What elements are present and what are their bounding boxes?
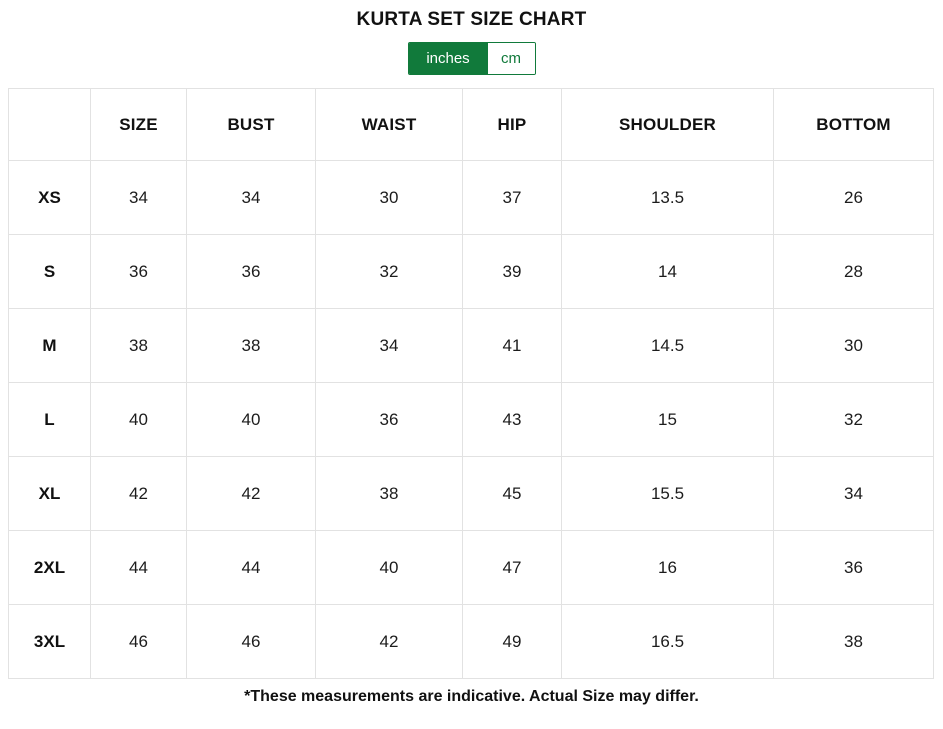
table-header-row: SIZE BUST WAIST HIP SHOULDER BOTTOM xyxy=(8,88,934,161)
cell-bottom: 26 xyxy=(773,160,934,235)
cell-hip: 47 xyxy=(462,530,562,605)
row-label: 3XL xyxy=(8,604,91,679)
cell-shoulder: 16 xyxy=(561,530,774,605)
cell-waist: 36 xyxy=(315,382,463,457)
table-row-m: M 38 38 34 41 14.5 30 xyxy=(8,308,934,383)
cell-waist: 40 xyxy=(315,530,463,605)
cell-bottom: 38 xyxy=(773,604,934,679)
column-header-bust: BUST xyxy=(186,88,316,161)
cell-hip: 41 xyxy=(462,308,562,383)
cell-bottom: 34 xyxy=(773,456,934,531)
row-label: XL xyxy=(8,456,91,531)
cell-shoulder: 15.5 xyxy=(561,456,774,531)
column-header-hip: HIP xyxy=(462,88,562,161)
column-header-blank xyxy=(8,88,91,161)
cell-shoulder: 14 xyxy=(561,234,774,309)
cell-bust: 46 xyxy=(186,604,316,679)
cell-bottom: 32 xyxy=(773,382,934,457)
row-label: L xyxy=(8,382,91,457)
size-chart-page: KURTA SET SIZE CHART inches cm SIZE BUST… xyxy=(0,9,943,729)
cell-size: 36 xyxy=(90,234,187,309)
column-header-shoulder: SHOULDER xyxy=(561,88,774,161)
column-header-bottom: BOTTOM xyxy=(773,88,934,161)
cell-shoulder: 13.5 xyxy=(561,160,774,235)
row-label: 2XL xyxy=(8,530,91,605)
table-row-xs: XS 34 34 30 37 13.5 26 xyxy=(8,160,934,235)
column-header-size: SIZE xyxy=(90,88,187,161)
cell-shoulder: 15 xyxy=(561,382,774,457)
cell-bottom: 36 xyxy=(773,530,934,605)
cell-bust: 42 xyxy=(186,456,316,531)
cell-waist: 34 xyxy=(315,308,463,383)
cell-bust: 40 xyxy=(186,382,316,457)
row-label: S xyxy=(8,234,91,309)
unit-toggle-inches-button[interactable]: inches xyxy=(408,43,488,74)
unit-toggle: inches cm xyxy=(407,42,536,75)
cell-bust: 44 xyxy=(186,530,316,605)
cell-size: 40 xyxy=(90,382,187,457)
page-title: KURTA SET SIZE CHART xyxy=(356,9,587,30)
cell-hip: 39 xyxy=(462,234,562,309)
table-row-2xl: 2XL 44 44 40 47 16 36 xyxy=(8,530,934,605)
cell-waist: 30 xyxy=(315,160,463,235)
table-row-xl: XL 42 42 38 45 15.5 34 xyxy=(8,456,934,531)
cell-hip: 37 xyxy=(462,160,562,235)
size-chart-table: SIZE BUST WAIST HIP SHOULDER BOTTOM XS 3… xyxy=(8,88,934,679)
cell-size: 46 xyxy=(90,604,187,679)
cell-bust: 38 xyxy=(186,308,316,383)
row-label: M xyxy=(8,308,91,383)
table-row-3xl: 3XL 46 46 42 49 16.5 38 xyxy=(8,604,934,679)
column-header-waist: WAIST xyxy=(315,88,463,161)
cell-size: 34 xyxy=(90,160,187,235)
row-label: XS xyxy=(8,160,91,235)
cell-size: 42 xyxy=(90,456,187,531)
cell-hip: 45 xyxy=(462,456,562,531)
unit-toggle-cm-button[interactable]: cm xyxy=(487,43,535,74)
table-row-l: L 40 40 36 43 15 32 xyxy=(8,382,934,457)
cell-shoulder: 14.5 xyxy=(561,308,774,383)
cell-bottom: 30 xyxy=(773,308,934,383)
cell-size: 38 xyxy=(90,308,187,383)
cell-bust: 34 xyxy=(186,160,316,235)
cell-waist: 32 xyxy=(315,234,463,309)
cell-waist: 42 xyxy=(315,604,463,679)
cell-size: 44 xyxy=(90,530,187,605)
cell-shoulder: 16.5 xyxy=(561,604,774,679)
cell-bottom: 28 xyxy=(773,234,934,309)
cell-bust: 36 xyxy=(186,234,316,309)
footnote: *These measurements are indicative. Actu… xyxy=(244,688,699,705)
table-row-s: S 36 36 32 39 14 28 xyxy=(8,234,934,309)
cell-hip: 49 xyxy=(462,604,562,679)
cell-hip: 43 xyxy=(462,382,562,457)
cell-waist: 38 xyxy=(315,456,463,531)
